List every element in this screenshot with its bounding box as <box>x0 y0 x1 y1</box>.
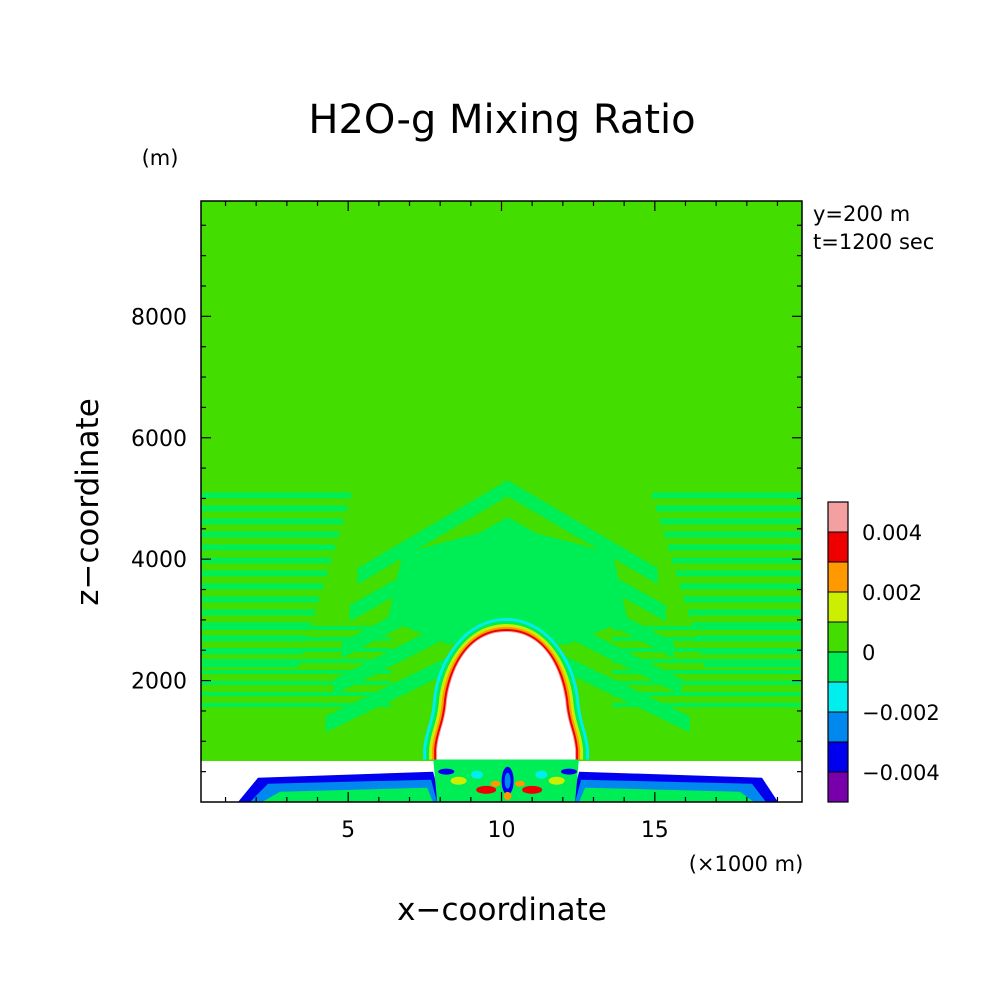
lower-left-stripe <box>201 680 391 685</box>
lower-left-stripe <box>201 636 391 641</box>
surface-band-left-core <box>262 787 434 802</box>
lower-right-stripe <box>612 647 802 652</box>
surface-spot <box>560 768 577 775</box>
right-stripe <box>704 661 802 668</box>
colorbar-tick-label: 0 <box>862 641 875 665</box>
right-stripe <box>656 505 802 512</box>
right-stripe <box>672 557 802 564</box>
lower-right-stripe <box>612 669 802 674</box>
left-stripe <box>201 622 311 629</box>
chart-title: H2O-g Mixing Ratio <box>308 97 695 143</box>
field-plot <box>201 201 802 802</box>
annotation-t: t=1200 sec <box>813 230 934 254</box>
surface-spot <box>535 770 548 779</box>
right-stripe <box>676 570 802 577</box>
x-tick-label: 15 <box>641 818 669 843</box>
colorbar-swatch <box>828 712 848 743</box>
left-stripe <box>201 557 331 564</box>
lower-left-stripe <box>201 702 391 707</box>
lower-left-stripe <box>201 625 391 630</box>
colorbar-tick-label: −0.004 <box>862 761 940 785</box>
right-stripe <box>660 518 802 525</box>
surface-spot <box>522 785 543 794</box>
surface-spot <box>504 772 511 789</box>
left-stripe <box>201 609 315 616</box>
right-stripe <box>664 531 802 538</box>
y-tick-label: 8000 <box>131 305 187 330</box>
y-tick-label: 4000 <box>131 548 187 573</box>
x-tick-label: 10 <box>488 818 516 843</box>
colorbar-tick-label: 0.002 <box>862 581 922 605</box>
surface-spot <box>438 768 455 775</box>
surface-spot <box>503 791 512 800</box>
left-stripe <box>201 531 339 538</box>
left-stripe <box>201 596 319 603</box>
surface-spot <box>450 776 467 785</box>
x-tick-label: 5 <box>341 818 355 843</box>
lower-right-stripe <box>612 636 802 641</box>
colorbar-swatch <box>828 502 848 533</box>
left-stripe <box>201 544 335 551</box>
colorbar-swatch <box>828 652 848 683</box>
left-stripe <box>201 570 327 577</box>
surface-spot <box>470 770 483 779</box>
lower-left-stripe <box>201 669 391 674</box>
surface-band-right-core <box>579 787 754 802</box>
lower-right-stripe <box>612 658 802 663</box>
surface-spot <box>476 785 497 794</box>
colorbar: 0.004 0.002 0 −0.002 −0.004 <box>827 501 940 803</box>
colorbar-tick-label: −0.002 <box>862 701 940 725</box>
colorbar-swatch <box>828 742 848 773</box>
lower-left-stripe <box>201 691 391 696</box>
colorbar-swatch <box>828 622 848 653</box>
axes: 5 10 15 2000 4000 6000 8000 <box>131 201 802 843</box>
y-tick-label: 6000 <box>131 427 187 452</box>
y-tick-label: 2000 <box>131 670 187 695</box>
right-stripe <box>652 492 802 499</box>
contour-bands <box>201 480 802 733</box>
left-stripe <box>201 505 347 512</box>
right-stripe <box>688 609 802 616</box>
lower-right-stripe <box>612 702 802 707</box>
x-axis-label: x−coordinate <box>397 892 607 928</box>
x-axis-unit: (×1000 m) <box>689 852 804 876</box>
colorbar-tick-label: 0.004 <box>862 521 922 545</box>
lower-right-stripe <box>612 680 802 685</box>
annotation-y: y=200 m <box>813 202 910 226</box>
surface-spot <box>514 780 525 787</box>
colorbar-swatch <box>828 682 848 713</box>
colorbar-swatch <box>828 772 848 803</box>
colorbar-swatch <box>828 532 848 563</box>
lower-left-stripe <box>201 658 391 663</box>
colorbar-swatch <box>828 592 848 623</box>
right-stripe <box>684 596 802 603</box>
lower-left-stripe <box>201 647 391 652</box>
left-stripe <box>201 518 343 525</box>
right-stripe <box>692 622 802 629</box>
left-stripe <box>201 661 299 668</box>
left-stripe <box>201 492 351 499</box>
surface-spot <box>548 776 565 785</box>
arch-core <box>387 525 628 645</box>
surface-contours <box>238 757 778 802</box>
lower-right-stripe <box>612 625 802 630</box>
right-stripe <box>680 583 802 590</box>
left-stripe <box>201 583 323 590</box>
y-axis-label: z−coordinate <box>70 398 106 606</box>
lower-right-stripe <box>612 691 802 696</box>
bubble-interior <box>437 632 576 760</box>
surface-spot <box>490 780 501 787</box>
y-axis-unit: (m) <box>142 146 179 170</box>
masked-region <box>423 618 590 760</box>
colorbar-swatch <box>828 562 848 593</box>
right-stripe <box>668 544 802 551</box>
